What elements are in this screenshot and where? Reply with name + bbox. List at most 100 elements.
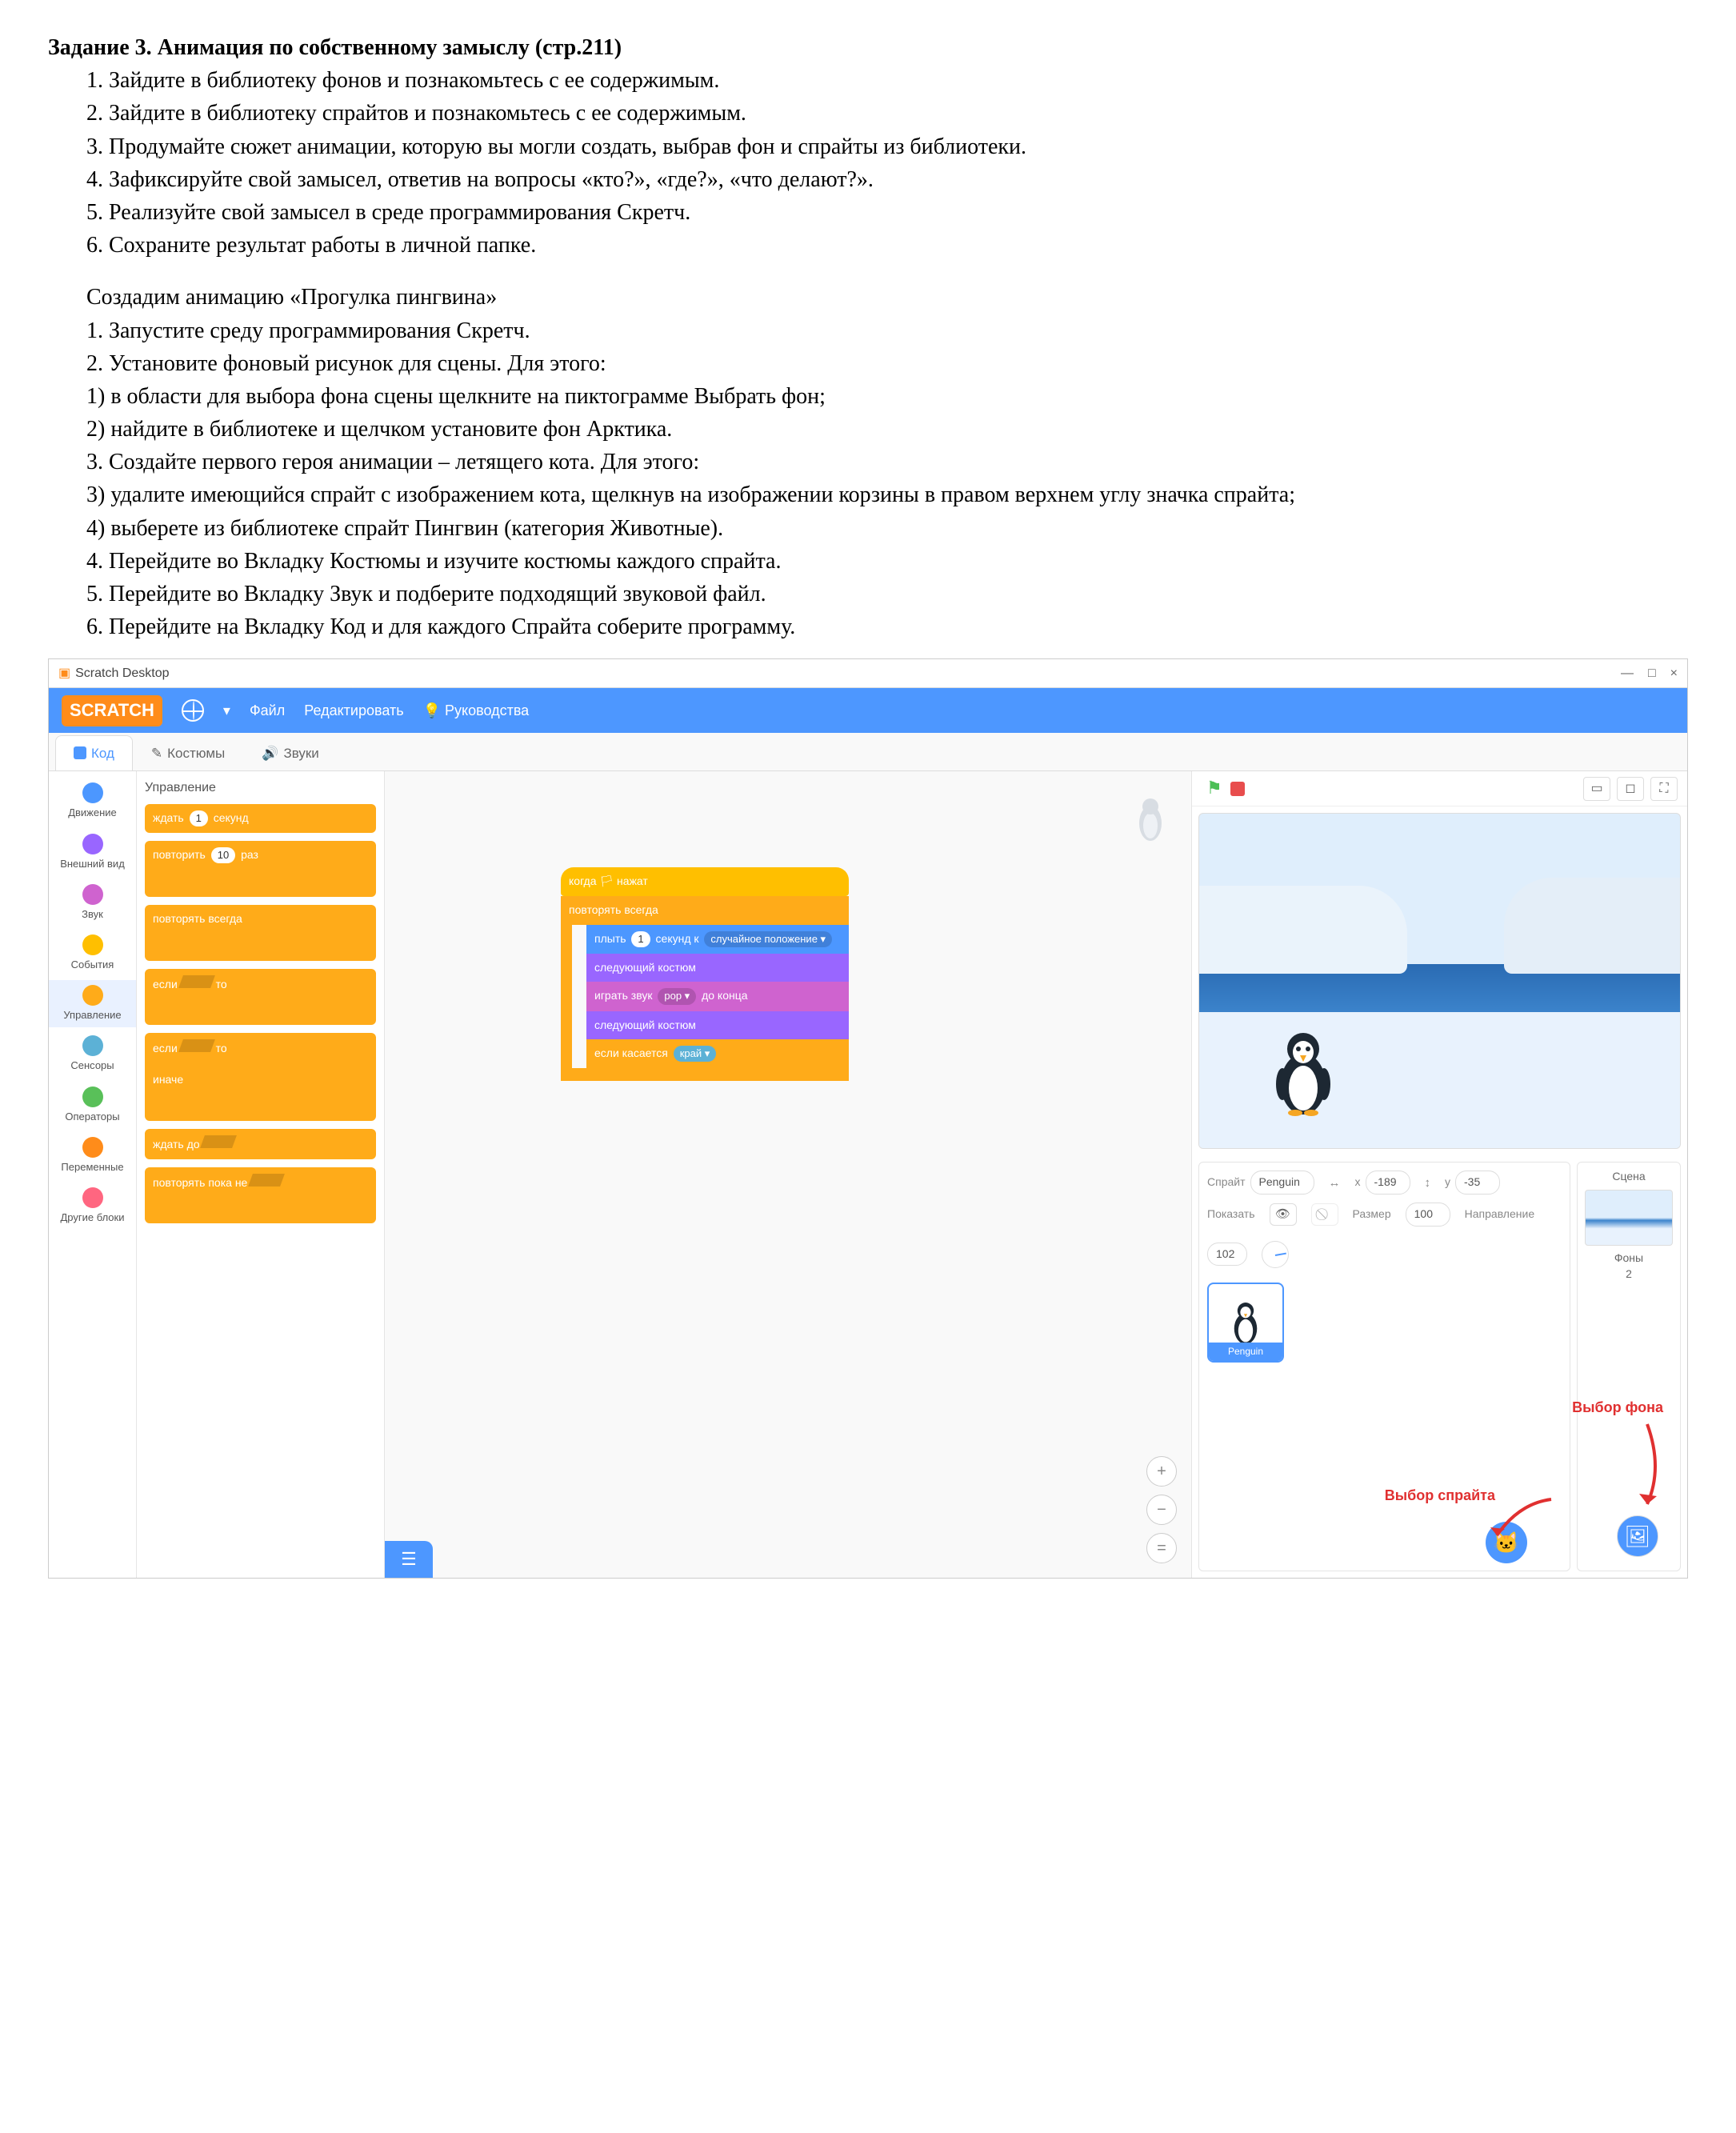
fullscreen-button[interactable]: ⛶ xyxy=(1650,777,1678,801)
code-icon xyxy=(74,746,86,759)
step-2-3-3: 3) удалите имеющийся спрайт с изображени… xyxy=(48,479,1688,510)
category-dot-icon xyxy=(82,1137,103,1158)
costumes-icon: ✎ xyxy=(151,744,162,763)
tab-sounds[interactable]: 🔊 Звуки xyxy=(243,735,338,771)
menu-edit[interactable]: Редактировать xyxy=(304,701,403,721)
tab-bar: Код ✎ Костюмы 🔊 Звуки xyxy=(49,733,1687,771)
y-input[interactable]: -35 xyxy=(1455,1171,1500,1195)
zoom-reset-button[interactable]: = xyxy=(1146,1533,1177,1563)
category-Управление[interactable]: Управление xyxy=(49,980,136,1027)
sprite-thumb-label: Penguin xyxy=(1209,1343,1282,1361)
stop-button[interactable] xyxy=(1230,782,1245,796)
language-icon[interactable] xyxy=(182,699,204,722)
block-forever-end[interactable] xyxy=(561,1068,849,1081)
step-1-1: 1. Зайдите в библиотеку фонов и познаком… xyxy=(48,65,1688,96)
step-1-6: 6. Сохраните результат работы в личной п… xyxy=(48,230,1688,261)
block-next-costume-2[interactable]: следующий костюм xyxy=(586,1011,849,1040)
block-next-costume-1[interactable]: следующий костюм xyxy=(586,954,849,982)
category-dot-icon xyxy=(82,985,103,1006)
zoom-controls: + − = xyxy=(1146,1456,1177,1563)
penguin-sprite[interactable] xyxy=(1271,1028,1335,1116)
category-label: Управление xyxy=(49,1008,136,1022)
annotation-sprite: Выбор спрайта xyxy=(1385,1486,1495,1506)
sounds-icon: 🔊 xyxy=(262,744,278,763)
x-label: x xyxy=(1355,1175,1361,1191)
category-Звук[interactable]: Звук xyxy=(49,879,136,926)
stage-large-button[interactable]: ◻ xyxy=(1617,777,1644,801)
tutorials-icon[interactable]: 💡 Руководства xyxy=(423,701,530,721)
size-input[interactable]: 100 xyxy=(1406,1203,1450,1227)
block-if-touching[interactable]: если касается край ▾ xyxy=(586,1039,849,1068)
zoom-in-button[interactable]: + xyxy=(1146,1456,1177,1487)
script-stack[interactable]: когда 🏳 нажат повторять всегда плыть 1 с… xyxy=(561,867,849,1081)
block-palette: Управление ждать 1 секунд повторить 10 р… xyxy=(137,771,385,1578)
tab-costumes[interactable]: ✎ Костюмы xyxy=(133,735,243,771)
scratch-window: ▣Scratch Desktop — □ × SCRATCH ▾ Файл Ре… xyxy=(48,658,1688,1579)
block-if[interactable]: если то xyxy=(145,969,376,1025)
category-dot-icon xyxy=(82,1035,103,1056)
step-2-3: 3. Создайте первого героя анимации – лет… xyxy=(48,446,1688,478)
category-Операторы[interactable]: Операторы xyxy=(49,1082,136,1129)
palette-title: Управление xyxy=(145,779,376,797)
category-События[interactable]: События xyxy=(49,930,136,977)
direction-dial[interactable] xyxy=(1262,1241,1289,1268)
scratch-logo: SCRATCH xyxy=(62,695,162,726)
category-label: Другие блоки xyxy=(49,1211,136,1225)
category-Движение[interactable]: Движение xyxy=(49,778,136,825)
category-label: Операторы xyxy=(49,1110,136,1124)
sprite-name-label: Спрайт xyxy=(1207,1175,1246,1191)
step-2-2: 2. Установите фоновый рисунок для сцены.… xyxy=(48,348,1688,379)
block-wait[interactable]: ждать 1 секунд xyxy=(145,804,376,833)
zoom-out-button[interactable]: − xyxy=(1146,1495,1177,1525)
category-Внешний вид[interactable]: Внешний вид xyxy=(49,829,136,876)
green-flag-button[interactable]: ⚑ xyxy=(1206,776,1222,801)
category-Другие блоки[interactable]: Другие блоки xyxy=(49,1183,136,1230)
penguin-thumb-icon xyxy=(1228,1300,1263,1345)
stage-small-button[interactable]: ▭ xyxy=(1583,777,1610,801)
block-when-flag[interactable]: когда 🏳 нажат xyxy=(561,867,849,896)
xy-arrows-icon: ↔ xyxy=(1329,1175,1341,1191)
block-forever[interactable]: повторять всегда xyxy=(145,905,376,961)
sprite-thumbnail[interactable]: Penguin xyxy=(1207,1283,1284,1363)
backpack-toggle[interactable]: ☰ xyxy=(385,1541,433,1578)
direction-input[interactable]: 102 xyxy=(1207,1243,1247,1267)
block-play-sound[interactable]: играть звук pop ▾ до конца xyxy=(586,982,849,1010)
size-label: Размер xyxy=(1353,1207,1391,1223)
maximize-button[interactable]: □ xyxy=(1648,665,1656,682)
tab-code[interactable]: Код xyxy=(55,735,133,771)
show-button[interactable]: 👁 xyxy=(1270,1203,1297,1226)
hide-button[interactable]: ⃠ xyxy=(1311,1203,1338,1226)
block-glide[interactable]: плыть 1 секунд к случайное положение ▾ xyxy=(586,925,849,954)
block-if-else[interactable]: если то иначе xyxy=(145,1033,376,1121)
y-arrow-icon: ↕ xyxy=(1425,1175,1431,1191)
block-script-forever[interactable]: повторять всегда xyxy=(561,896,849,925)
block-repeat[interactable]: повторить 10 раз xyxy=(145,841,376,897)
block-wait-until[interactable]: ждать до xyxy=(145,1129,376,1159)
step-2-4: 4. Перейдите во Вкладку Костюмы и изучит… xyxy=(48,546,1688,577)
step-2-3-4: 4) выберете из библиотеке спрайт Пингвин… xyxy=(48,513,1688,544)
stage-mini-icon xyxy=(1585,1190,1673,1246)
category-Сенсоры[interactable]: Сенсоры xyxy=(49,1030,136,1078)
iceberg-right xyxy=(1504,878,1680,974)
category-label: Сенсоры xyxy=(49,1058,136,1073)
stage[interactable] xyxy=(1198,813,1681,1149)
direction-label: Направление xyxy=(1465,1207,1534,1223)
minimize-button[interactable]: — xyxy=(1621,665,1634,682)
menu-file[interactable]: Файл xyxy=(250,701,285,721)
close-button[interactable]: × xyxy=(1670,665,1678,682)
sprite-name-input[interactable]: Penguin xyxy=(1250,1171,1314,1195)
category-label: Звук xyxy=(49,907,136,922)
step-1-4: 4. Зафиксируйте свой замысел, ответив на… xyxy=(48,164,1688,195)
step-2-2-2: 2) найдите в библиотеке и щелчком устано… xyxy=(48,414,1688,445)
category-dot-icon xyxy=(82,782,103,803)
step-1-3: 3. Продумайте сюжет анимации, которую вы… xyxy=(48,131,1688,162)
sprite-info-panel: Спрайт Penguin ↔ x -189 ↕ y -35 xyxy=(1192,1155,1687,1578)
script-area[interactable]: когда 🏳 нажат повторять всегда плыть 1 с… xyxy=(385,771,1191,1578)
red-arrow-stage xyxy=(1623,1420,1671,1522)
x-input[interactable]: -189 xyxy=(1366,1171,1410,1195)
category-dot-icon xyxy=(82,884,103,905)
block-repeat-until[interactable]: повторять пока не xyxy=(145,1167,376,1223)
menu-bar: SCRATCH ▾ Файл Редактировать 💡 Руководст… xyxy=(49,688,1687,733)
category-dot-icon xyxy=(82,1187,103,1208)
category-Переменные[interactable]: Переменные xyxy=(49,1132,136,1179)
